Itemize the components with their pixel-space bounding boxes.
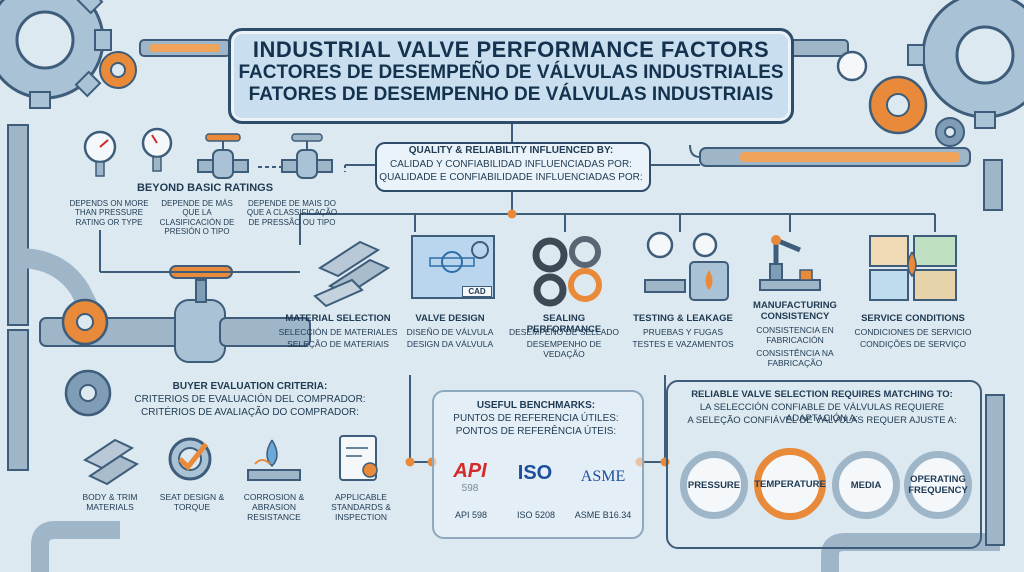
factor-pt: TESTES E VAZAMENTOS (632, 339, 734, 349)
factor-pt: SELEÇÃO DE MATERIAIS (287, 339, 389, 349)
asme-logo: ASME (580, 468, 626, 485)
factor-es: CONSISTENCIA EN FABRICACIÓN (756, 325, 834, 346)
benchmarks-en: USEFUL BENCHMARKS: (476, 400, 596, 411)
selection-es: LA SELECCIÓN CONFIABLE DE VÁLVULAS REQUI… (699, 402, 945, 425)
gear-icon (935, 117, 965, 147)
factor-es: SELECCIÓN DE MATERIALES (278, 327, 398, 337)
api-logo-sub: 598 (461, 483, 479, 494)
certificate-icon (339, 435, 378, 481)
robot-arm-icon (759, 235, 821, 291)
corrosion-drop-icon (247, 439, 301, 481)
factor-pt: DESEMPENHO DE VEDAÇÃO (526, 339, 602, 360)
quality-es: CALIDAD Y CONFIABILIDAD INFLUENCIADAS PO… (390, 159, 632, 170)
operating-frequency-circle: OPERATING FREQUENCY (904, 451, 972, 519)
pressure-gauge-icon (141, 127, 173, 172)
selection-pt: A SELEÇÃO CONFIÁVEL DE VÁLVULAS REQUER A… (687, 415, 957, 426)
title-pt: FATORES DE DESEMPENHO DE VÁLVULAS INDUST… (248, 84, 774, 106)
factor-en: MANUFACTURING CONSISTENCY (753, 300, 837, 323)
factor-es: DISEÑO DE VÁLVULA (406, 327, 494, 337)
benchmark-caption: ISO 5208 (516, 510, 556, 520)
benchmark-caption: API 598 (454, 510, 488, 520)
buyer-en: BUYER EVALUATION CRITERIA: (172, 381, 328, 392)
title-banner: INDUSTRIAL VALVE PERFORMANCE FACTORS FAC… (228, 28, 794, 124)
service-conditions-icon (869, 235, 957, 301)
quality-banner (375, 142, 651, 192)
pressure-gauge-icon (83, 130, 117, 177)
factor-en: VALVE DESIGN (415, 313, 485, 324)
buyer-pt: CRITÉRIOS DE AVALIAÇÃO DO COMPRADOR: (141, 407, 359, 418)
pressure-circle: PRESSURE (680, 451, 748, 519)
benchmarks-es: PUNTOS DE REFERENCIA ÚTILES: (453, 413, 619, 424)
factor-pt: CONDIÇÕES DE SERVIÇO (859, 339, 967, 349)
buyer-item: APPLICABLE STANDARDS & INSPECTION (331, 492, 391, 523)
benchmarks-panel (432, 390, 644, 539)
beyond-es: DEPENDE DE MÁS QUE LA CLASIFICACIÓN DE P… (159, 199, 235, 237)
factor-es: DESEMPEÑO DE SELLADO (508, 327, 620, 337)
benchmarks-pt: PONTOS DE REFERÊNCIA ÚTEIS: (455, 426, 617, 437)
buyer-item: CORROSION & ABRASION RESISTANCE (243, 492, 305, 523)
seat-check-icon (168, 437, 212, 481)
gear-icon (61, 298, 109, 346)
benchmark-caption: ASME B16.34 (574, 510, 632, 520)
valve-icon (281, 133, 333, 179)
buyer-item: BODY & TRIM MATERIALS (82, 492, 138, 513)
gear-icon (0, 0, 112, 109)
factor-en: SEALING PERFORMANCE (526, 313, 602, 336)
valve-icon (197, 133, 249, 179)
cad-label: CAD (462, 286, 492, 298)
gear-icon (907, 0, 1024, 129)
factor-es: CONDICIONES DE SERVICIO (854, 327, 972, 337)
buyer-item: SEAT DESIGN & TORQUE (159, 492, 225, 513)
gauge-icon (836, 50, 868, 82)
api-logo: API (453, 460, 487, 482)
factor-en: SERVICE CONDITIONS (861, 313, 965, 324)
quality-pt: QUALIDADE E CONFIABILIDADE INFLUENCIADAS… (379, 172, 643, 183)
title-en: INDUSTRIAL VALVE PERFORMANCE FACTORS (252, 37, 770, 62)
media-circle: MEDIA (832, 451, 900, 519)
metal-bars-icon (313, 240, 391, 308)
metal-bars-icon (82, 438, 140, 486)
factor-en: TESTING & LEAKAGE (633, 313, 733, 324)
selection-panel (666, 380, 982, 549)
beyond-pt: DEPENDE DE MAIS DO QUE A CLASSIFICAÇÃO D… (246, 199, 338, 227)
beyond-en: DEPENDS ON MORE THAN PRESSURE RATING OR … (69, 199, 149, 227)
gear-icon (99, 51, 137, 89)
beyond-heading: BEYOND BASIC RATINGS (136, 182, 274, 194)
gear-icon (64, 369, 112, 417)
cad-blueprint-icon (411, 235, 495, 299)
title-es: FACTORES DE DESEMPEÑO DE VÁLVULAS INDUST… (238, 62, 784, 84)
seal-rings-icon (532, 236, 602, 307)
factor-pt: DESIGN DA VÁLVULA (406, 339, 494, 349)
factor-es: PRUEBAS Y FUGAS (643, 327, 723, 337)
quality-en: QUALITY & RELIABILITY INFLUENCED BY: (408, 145, 614, 156)
gear-icon (868, 75, 928, 135)
buyer-es: CRITERIOS DE EVALUACIÓN DEL COMPRADOR: (134, 394, 366, 405)
selection-en: RELIABLE VALVE SELECTION REQUIRES MATCHI… (691, 389, 953, 400)
factor-pt: CONSISTÊNCIA NA FABRICAÇÃO (756, 348, 834, 369)
temperature-circle: TEMPERATURE (754, 448, 826, 520)
iso-logo: ISO (517, 462, 553, 484)
test-gauge-icon (644, 231, 729, 301)
factor-en: MATERIAL SELECTION (285, 313, 391, 324)
